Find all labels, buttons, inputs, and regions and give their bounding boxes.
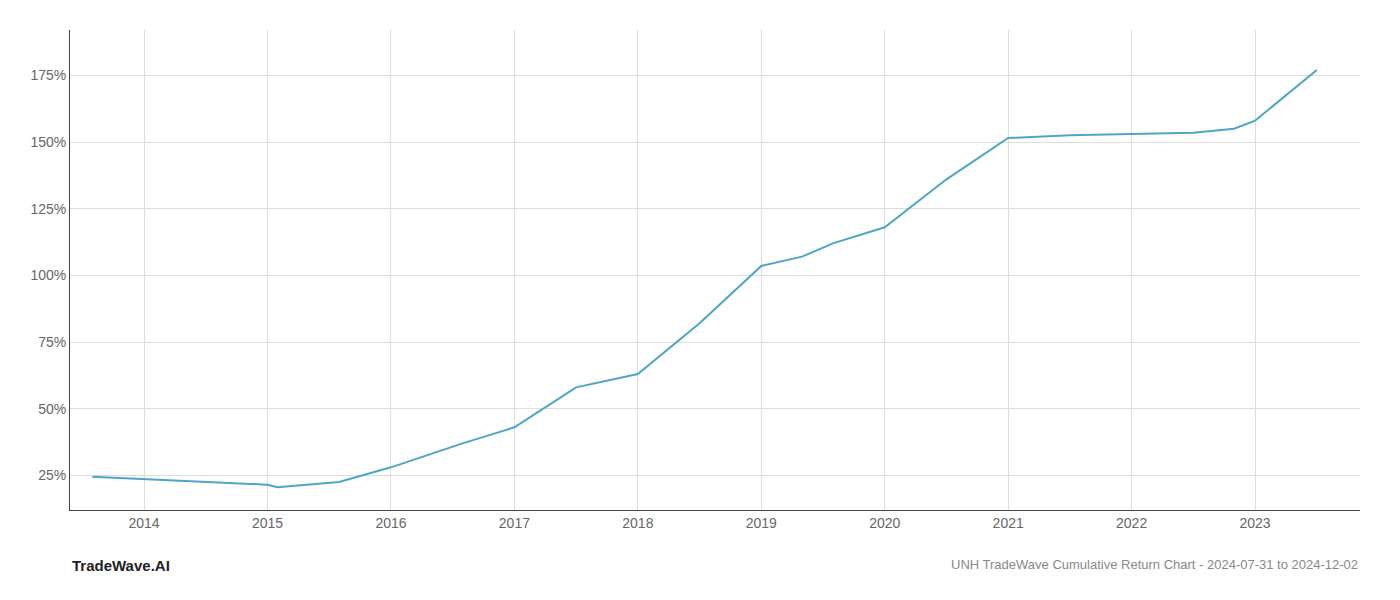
- svg-text:2020: 2020: [869, 515, 900, 531]
- svg-text:2021: 2021: [993, 515, 1024, 531]
- svg-text:75%: 75%: [38, 334, 66, 350]
- svg-text:2017: 2017: [499, 515, 530, 531]
- svg-text:UNH TradeWave Cumulative Retur: UNH TradeWave Cumulative Return Chart - …: [951, 557, 1358, 572]
- svg-text:2022: 2022: [1116, 515, 1147, 531]
- svg-text:2018: 2018: [622, 515, 653, 531]
- svg-text:2019: 2019: [746, 515, 777, 531]
- svg-text:125%: 125%: [30, 201, 66, 217]
- svg-text:2015: 2015: [252, 515, 283, 531]
- svg-text:50%: 50%: [38, 401, 66, 417]
- svg-text:2023: 2023: [1239, 515, 1270, 531]
- svg-text:175%: 175%: [30, 67, 66, 83]
- svg-text:150%: 150%: [30, 134, 66, 150]
- svg-text:TradeWave.AI: TradeWave.AI: [72, 557, 170, 574]
- svg-text:100%: 100%: [30, 267, 66, 283]
- svg-text:25%: 25%: [38, 467, 66, 483]
- svg-text:2014: 2014: [128, 515, 159, 531]
- svg-text:2016: 2016: [375, 515, 406, 531]
